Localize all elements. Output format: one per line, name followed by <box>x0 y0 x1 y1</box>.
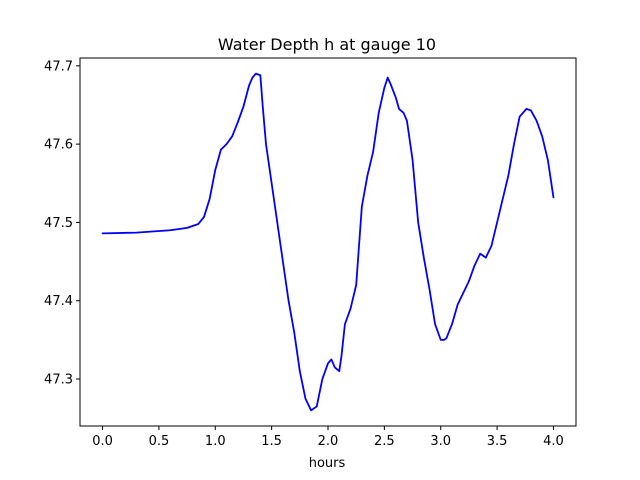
y-tick-label: 47.7 <box>44 59 73 74</box>
x-tick-label: 3.0 <box>430 434 451 449</box>
x-tick-label: 4.0 <box>543 434 564 449</box>
x-tick-label: 3.5 <box>487 434 508 449</box>
x-axis-label: hours <box>309 456 346 471</box>
chart-title: Water Depth h at gauge 10 <box>218 35 436 54</box>
y-tick-label: 47.3 <box>44 373 73 388</box>
x-tick-label: 2.0 <box>318 434 339 449</box>
x-tick-label: 1.5 <box>261 434 282 449</box>
y-tick-label: 47.4 <box>44 294 73 309</box>
plot-area: 0.0 0.5 1.0 1.5 2.0 2.5 3.0 3.5 4.0 47.3 47.4 47.5 4… <box>44 57 577 449</box>
y-tick-label: 47.6 <box>44 138 73 153</box>
series-line <box>101 72 555 412</box>
x-tick-label: 2.5 <box>374 434 395 449</box>
x-tick-label: 1.0 <box>205 434 226 449</box>
x-tick-label: 0.5 <box>149 434 170 449</box>
x-tick-label: 0.0 <box>92 434 113 449</box>
y-tick-label: 47.5 <box>44 216 73 231</box>
